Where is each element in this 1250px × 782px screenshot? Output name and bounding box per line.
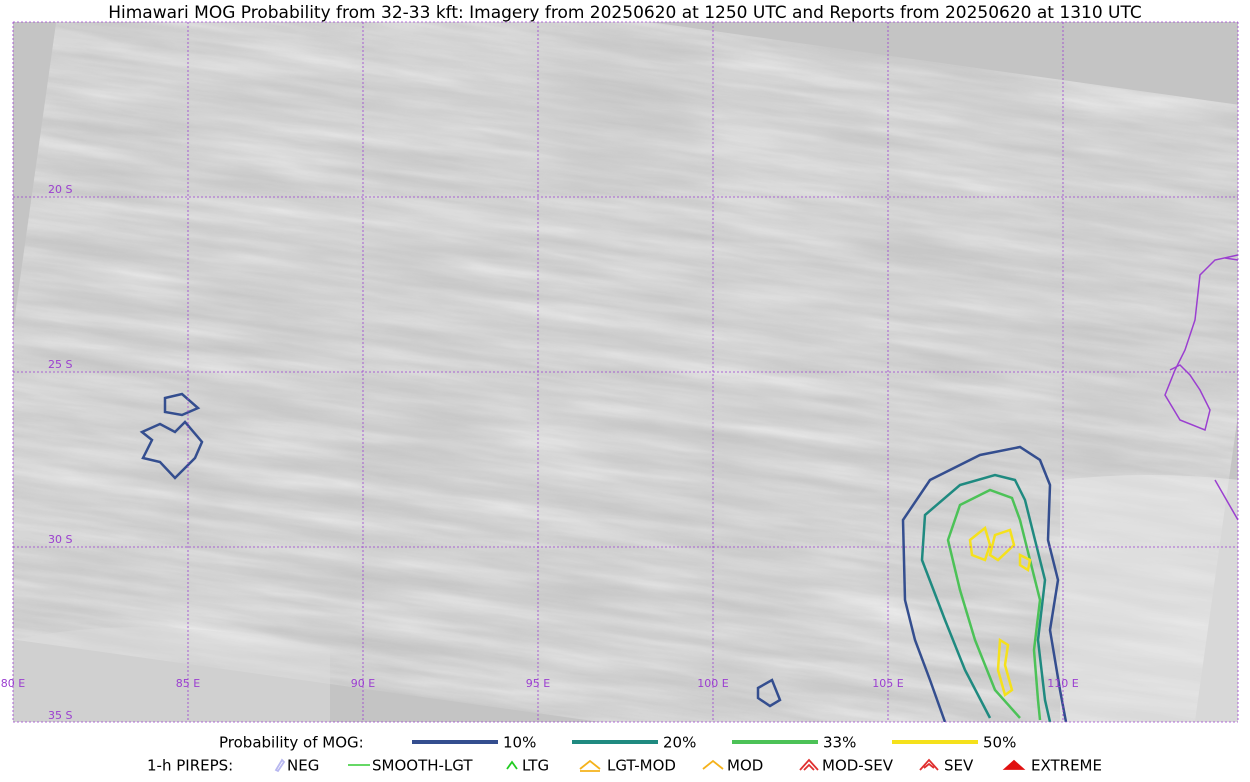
legend-label: 1-h PIREPS:	[147, 757, 233, 775]
legend-entry: LGT-MOD	[607, 757, 676, 775]
legend-entry: 20%	[663, 734, 696, 752]
legend-entry: 50%	[983, 734, 1016, 752]
pirep-icon	[579, 759, 601, 772]
pirep-icon	[919, 758, 939, 771]
longitude-label: 105 E	[872, 677, 903, 690]
longitude-label: 90 E	[351, 677, 375, 690]
legend-entry: SMOOTH-LGT	[372, 757, 473, 775]
pirep-icon	[1002, 759, 1026, 770]
legend-entry: SEV	[944, 757, 974, 775]
pirep-icon	[799, 758, 819, 771]
longitude-label: 110 E	[1047, 677, 1078, 690]
title: Himawari MOG Probability from 32-33 kft:…	[108, 3, 1142, 23]
longitude-label: 80 E	[1, 677, 25, 690]
longitude-label: 100 E	[697, 677, 728, 690]
latitude-label: 25 S	[48, 358, 72, 371]
latitude-label: 20 S	[48, 183, 72, 196]
latitude-label: 35 S	[48, 709, 72, 722]
pirep-icon	[506, 760, 518, 770]
legend-label: Probability of MOG:	[219, 734, 364, 752]
legend-entry: MOD	[727, 757, 763, 775]
pirep-icon	[274, 758, 286, 773]
legend: Probability of MOG: 10% 20% 33% 50% 1-h PIREP…	[147, 734, 1102, 775]
legend-entry: 10%	[503, 734, 536, 752]
legend-entry: NEG	[287, 757, 319, 775]
longitude-label: 95 E	[526, 677, 550, 690]
longitude-label: 85 E	[176, 677, 200, 690]
legend-entry: LTG	[522, 757, 549, 775]
pirep-icon	[702, 759, 724, 770]
legend-entry: EXTREME	[1031, 757, 1102, 775]
latitude-label: 30 S	[48, 533, 72, 546]
legend-entry: MOD-SEV	[822, 757, 894, 775]
graticule: 20 S 25 S 30 S 35 S 80 E 85 E 90 E 95 E 100 E 105…	[1, 21, 1239, 723]
legend-entry: 33%	[823, 734, 856, 752]
